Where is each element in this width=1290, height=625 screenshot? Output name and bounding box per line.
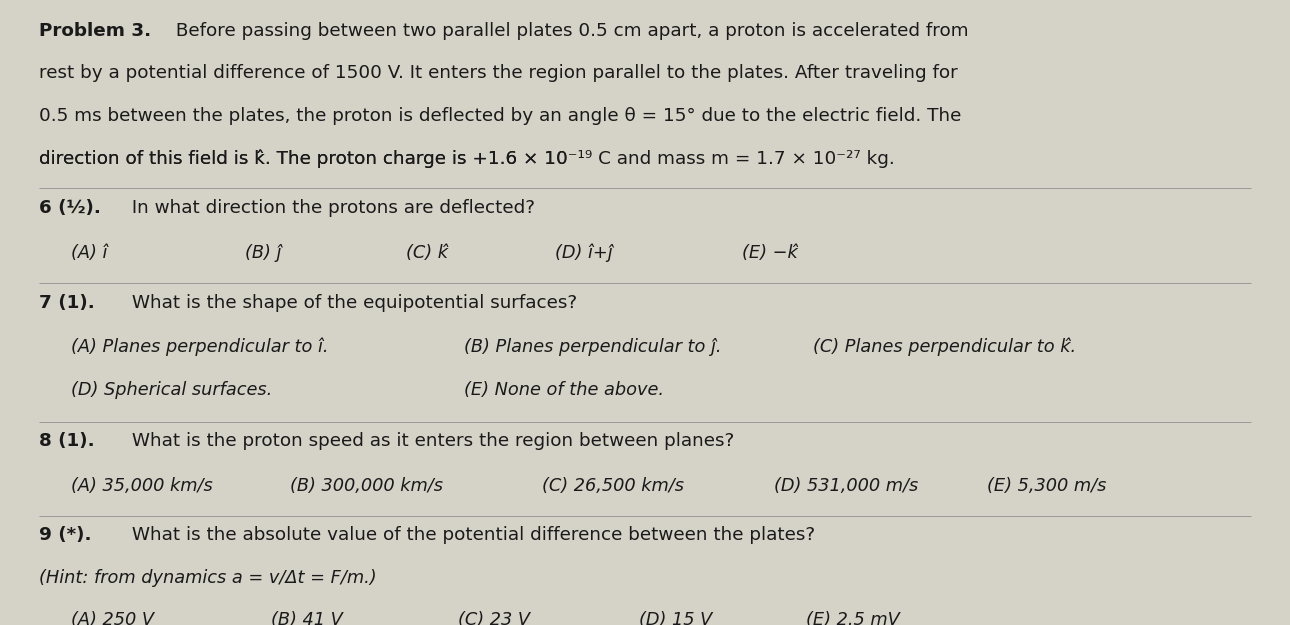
Text: 8 (1).: 8 (1).: [39, 432, 94, 451]
Text: (B) ĵ: (B) ĵ: [245, 244, 281, 262]
Text: (D) î+ĵ: (D) î+ĵ: [555, 244, 613, 262]
Text: What is the shape of the equipotential surfaces?: What is the shape of the equipotential s…: [126, 294, 578, 312]
Text: (B) Planes perpendicular to ĵ.: (B) Planes perpendicular to ĵ.: [464, 338, 722, 356]
Text: (E) None of the above.: (E) None of the above.: [464, 381, 664, 399]
Text: (D) Spherical surfaces.: (D) Spherical surfaces.: [71, 381, 272, 399]
Text: In what direction the protons are deflected?: In what direction the protons are deflec…: [126, 199, 535, 217]
Text: Before passing between two parallel plates 0.5 cm apart, a proton is accelerated: Before passing between two parallel plat…: [170, 22, 969, 40]
Text: 9 (*).: 9 (*).: [39, 526, 92, 544]
Text: (A) Planes perpendicular to î.: (A) Planes perpendicular to î.: [71, 338, 329, 356]
Text: Problem 3.: Problem 3.: [39, 22, 151, 40]
Text: (B) 300,000 km/s: (B) 300,000 km/s: [290, 477, 444, 495]
Text: rest by a potential difference of 1500 V. It enters the region parallel to the p: rest by a potential difference of 1500 V…: [39, 64, 957, 82]
Text: 7 (1).: 7 (1).: [39, 294, 94, 312]
Text: (C) 23 V: (C) 23 V: [458, 611, 530, 625]
Text: (A) 35,000 km/s: (A) 35,000 km/s: [71, 477, 213, 495]
Text: (E) 5,300 m/s: (E) 5,300 m/s: [987, 477, 1107, 495]
Text: What is the absolute value of the potential difference between the plates?: What is the absolute value of the potent…: [126, 526, 815, 544]
Text: (B) 41 V: (B) 41 V: [271, 611, 343, 625]
Text: (A) î: (A) î: [71, 244, 107, 262]
Text: (D) 531,000 m/s: (D) 531,000 m/s: [774, 477, 918, 495]
Text: What is the proton speed as it enters the region between planes?: What is the proton speed as it enters th…: [126, 432, 735, 451]
Text: (C) k̂: (C) k̂: [406, 244, 449, 262]
Text: direction of this field is k̂. The proton charge is +1.6 × 10: direction of this field is k̂. The proto…: [39, 149, 568, 168]
Text: (A) 250 V: (A) 250 V: [71, 611, 154, 625]
Text: 6 (½).: 6 (½).: [39, 199, 101, 217]
Text: (E) −k̂: (E) −k̂: [742, 244, 797, 262]
Text: (C) Planes perpendicular to k̂.: (C) Planes perpendicular to k̂.: [813, 338, 1076, 356]
Text: (C) 26,500 km/s: (C) 26,500 km/s: [542, 477, 684, 495]
Text: 0.5 ms between the plates, the proton is deflected by an angle θ = 15° due to th: 0.5 ms between the plates, the proton is…: [39, 107, 961, 125]
Text: (E) 2.5 mV: (E) 2.5 mV: [806, 611, 900, 625]
Text: direction of this field is k̂. The proton charge is +1.6 × 10⁻¹⁹ C and mass m = : direction of this field is k̂. The proto…: [39, 149, 894, 168]
Text: (D) 15 V: (D) 15 V: [639, 611, 712, 625]
Text: (Hint: from dynamics a = v/Δt = F/m.): (Hint: from dynamics a = v/Δt = F/m.): [39, 569, 377, 587]
